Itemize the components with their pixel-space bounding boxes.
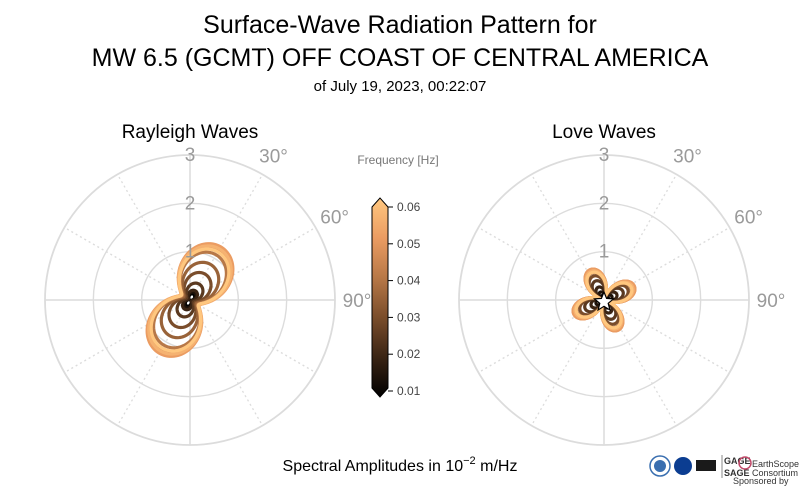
radial-tick-label: 2 <box>599 193 610 214</box>
angular-tick-label: 60° <box>320 208 349 229</box>
colorbar-tick-label: 0.06 <box>397 200 421 214</box>
polar-spoke <box>603 299 678 426</box>
polar-spoke <box>603 174 678 301</box>
polar-spoke <box>189 226 316 301</box>
epicenter-star-icon <box>592 290 616 312</box>
polar-spoke <box>116 174 191 301</box>
colorbar-tick-label: 0.02 <box>397 347 421 361</box>
earthscope-consortium-text: Consortium <box>752 468 798 478</box>
radial-tick-label: 1 <box>599 242 610 263</box>
figure-title-line2: MW 6.5 (GCMT) OFF COAST OF CENTRAL AMERI… <box>92 44 709 72</box>
colorbar-label: Frequency [Hz] <box>357 153 438 167</box>
polar-spoke <box>530 299 605 426</box>
pattern-curve <box>180 288 200 312</box>
angular-tick-label: 60° <box>734 208 763 229</box>
sponsored-by-text: Sponsored by <box>733 476 789 486</box>
polar-spoke <box>530 174 605 301</box>
nsf-logo-inner-icon <box>654 460 666 472</box>
polar-spoke <box>64 226 191 301</box>
rayleigh-panel-title: Rayleigh Waves <box>122 122 259 143</box>
nasa-logo-icon <box>674 457 692 475</box>
amplitude-units-label: Spectral Amplitudes in 10−2 m/Hz <box>283 455 518 475</box>
radial-tick-label: 3 <box>185 145 196 166</box>
polar-spoke <box>64 299 191 374</box>
rayleigh-axis-labels: 1 2 3 30° 60° 90° <box>185 145 372 312</box>
polar-spoke <box>189 299 264 426</box>
colorbar-tick-label: 0.05 <box>397 237 421 251</box>
figure-title-line3: of July 19, 2023, 00:22:07 <box>314 78 487 95</box>
polar-spoke <box>116 299 191 426</box>
polar-spoke <box>603 226 730 301</box>
angular-tick-label: 30° <box>259 146 288 167</box>
angular-tick-label: 90° <box>343 291 372 312</box>
figure-title-line1: Surface-Wave Radiation Pattern for <box>203 11 597 39</box>
polar-spoke <box>478 226 605 301</box>
frequency-colorbar: Frequency [Hz] 0.06 0.05 0.04 0.03 0.02 0.01 <box>357 153 438 398</box>
rayleigh-curves <box>145 242 235 358</box>
earthscope-logo-text: EarthScope <box>752 459 799 469</box>
colorbar-tick-label: 0.03 <box>397 310 421 324</box>
radial-tick-label: 3 <box>599 145 610 166</box>
polar-spoke <box>478 299 605 374</box>
love-panel-title: Love Waves <box>552 122 656 143</box>
angular-tick-label: 30° <box>673 146 702 167</box>
radial-tick-label: 2 <box>185 193 196 214</box>
love-axis-labels: 1 2 3 30° 60° 90° <box>599 145 786 312</box>
pattern-curve <box>175 281 205 319</box>
radial-tick-label: 1 <box>185 242 196 263</box>
polar-spoke <box>189 174 264 301</box>
sponsor-logos: GAGE SAGE EarthScope Consortium Sponsore… <box>649 455 799 486</box>
colorbar-ticks: 0.06 0.05 0.04 0.03 0.02 0.01 <box>388 200 421 398</box>
colorbar-strip <box>371 197 389 398</box>
colorbar-tick-label: 0.04 <box>397 274 421 288</box>
polar-spoke <box>189 299 316 374</box>
earthscope-logo-icon <box>738 456 752 470</box>
angular-tick-label: 90° <box>757 291 786 312</box>
usgs-logo-icon <box>696 460 716 471</box>
pattern-curve <box>574 270 634 330</box>
pattern-curve <box>149 247 231 353</box>
rayleigh-panel: Rayleigh Waves 1 2 3 30° 60° 90° <box>44 122 372 446</box>
rayleigh-polar-grid <box>44 154 336 446</box>
colorbar-tick-label: 0.01 <box>397 384 421 398</box>
polar-spoke <box>603 299 730 374</box>
gage-logo-text: GAGE <box>724 456 751 466</box>
sage-logo-text: SAGE <box>724 468 750 478</box>
love-panel: Love Waves 1 2 3 30° 60° 90° <box>458 122 786 446</box>
